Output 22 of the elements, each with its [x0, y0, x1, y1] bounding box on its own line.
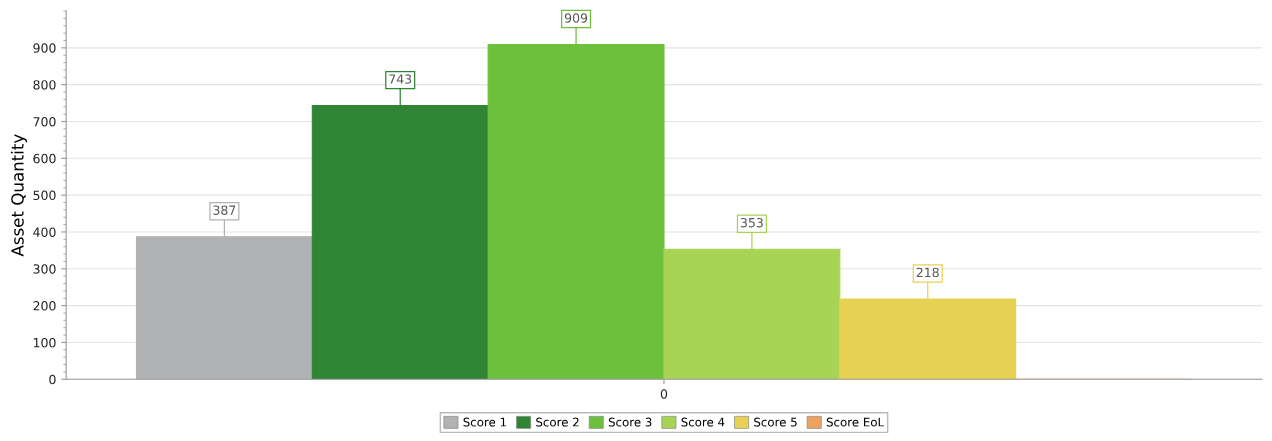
- legend-label: Score 4: [681, 417, 725, 427]
- legend-label: Score 5: [754, 417, 797, 427]
- legend-label: Score 2: [536, 417, 579, 427]
- legend-label: Score 1: [463, 417, 506, 427]
- data-label: 909: [564, 13, 588, 23]
- legend-label: Score 3: [608, 417, 652, 427]
- y-tick-label: 500: [33, 190, 56, 201]
- legend-label: Score EoL: [826, 417, 885, 427]
- y-tick-label: 900: [33, 43, 56, 53]
- y-tick-label: 800: [33, 80, 56, 90]
- y-tick-label: 600: [33, 153, 56, 164]
- y-tick-label: 700: [33, 116, 56, 127]
- data-label: 387: [213, 205, 236, 215]
- data-label: 743: [389, 74, 412, 84]
- y-tick-label: 300: [33, 264, 56, 274]
- y-axis-title: Asset Quantity: [10, 134, 28, 257]
- y-tick-label: 0: [49, 374, 56, 385]
- data-label: 353: [740, 217, 763, 228]
- y-tick-label: 400: [33, 227, 56, 237]
- data-label: 218: [916, 267, 939, 278]
- y-tick-label: 200: [33, 301, 56, 311]
- y-tick-label: 100: [33, 337, 56, 348]
